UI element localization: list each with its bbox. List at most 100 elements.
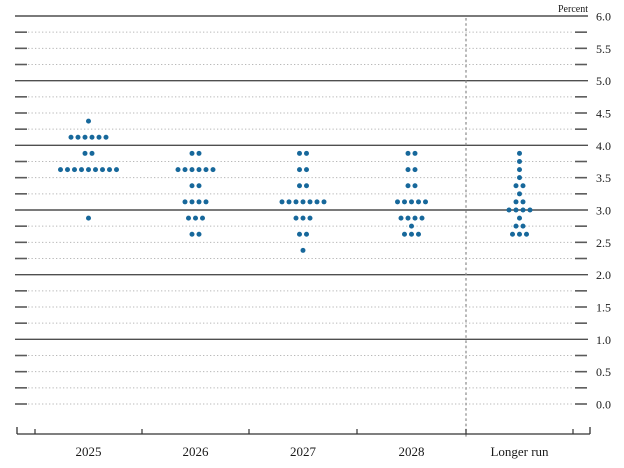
projection-dot: [405, 150, 411, 156]
projection-dot: [89, 134, 95, 140]
y-axis-tick-label: 2.0: [596, 268, 611, 282]
y-axis-tick-label: 0.0: [596, 398, 611, 412]
projection-dot: [293, 215, 299, 221]
projection-dot: [189, 167, 195, 173]
projection-dot: [86, 118, 91, 124]
projection-dot: [186, 215, 191, 221]
projection-dot: [405, 183, 411, 189]
projection-dot: [300, 199, 306, 205]
projection-dot: [89, 150, 95, 156]
projection-dot: [103, 134, 109, 140]
projection-dot: [304, 150, 309, 156]
projection-dot: [79, 167, 84, 173]
projection-dot: [96, 134, 102, 140]
projection-dot: [409, 223, 414, 229]
projection-dot: [510, 231, 515, 237]
projection-dot: [107, 167, 112, 173]
projection-dot: [409, 231, 414, 237]
projection-dot: [293, 199, 299, 205]
projection-dot: [304, 231, 309, 237]
projection-dot: [405, 215, 411, 221]
projection-dot: [82, 150, 88, 156]
projection-dot: [517, 167, 522, 173]
projection-dot: [520, 199, 526, 205]
projection-dot: [517, 159, 522, 164]
projection-dot: [297, 183, 302, 189]
projection-dot: [513, 207, 519, 213]
projection-dot: [300, 215, 306, 221]
projection-dot: [412, 167, 418, 173]
projection-dot: [300, 247, 306, 253]
projection-dot: [412, 215, 418, 221]
projection-dot: [412, 150, 418, 156]
projection-dot: [196, 183, 202, 189]
y-axis-tick-label: 0.5: [596, 365, 611, 379]
projection-dot: [416, 199, 421, 205]
unit-label: Percent: [558, 4, 588, 15]
projection-dot: [297, 150, 302, 156]
projection-dot: [286, 199, 292, 205]
projection-dot: [419, 215, 425, 221]
projection-dot: [86, 167, 91, 173]
y-axis-tick-label: 1.0: [596, 333, 611, 347]
y-axis-tick-label: 4.0: [596, 139, 611, 153]
projection-dot: [304, 183, 309, 189]
projection-dot: [412, 183, 418, 189]
projection-dot: [423, 199, 428, 205]
projection-dot: [196, 231, 202, 237]
projection-dot: [402, 199, 407, 205]
projection-dot: [203, 167, 209, 173]
projection-dot: [196, 199, 202, 205]
projection-dot: [203, 199, 209, 205]
projection-dot: [517, 231, 522, 237]
y-axis-tick-label: 3.0: [596, 204, 611, 218]
projection-dot: [100, 167, 105, 173]
projection-dot: [175, 167, 181, 173]
projection-dot: [405, 167, 411, 173]
projection-dot: [196, 150, 202, 156]
projection-dot: [196, 167, 202, 173]
projection-dot: [65, 167, 70, 173]
projection-dot: [189, 150, 195, 156]
projection-dot: [189, 231, 195, 237]
projection-dot: [314, 199, 320, 205]
projection-dot: [416, 231, 421, 237]
projection-dot: [279, 199, 285, 205]
y-axis-tick-label: 5.5: [596, 42, 611, 56]
projection-dot: [517, 150, 522, 156]
category-label: Longer run: [490, 444, 549, 459]
projection-dot: [58, 167, 63, 173]
projection-dot: [75, 134, 81, 140]
category-label: 2026: [183, 444, 210, 459]
projection-dot: [297, 231, 302, 237]
projection-dot: [210, 167, 216, 173]
projection-dot: [520, 207, 526, 213]
projection-dot: [520, 223, 526, 229]
y-axis-tick-label: 2.5: [596, 236, 611, 250]
projection-dot: [114, 167, 119, 173]
projection-dot: [506, 207, 512, 213]
category-label: 2027: [290, 444, 317, 459]
projection-dot: [200, 215, 205, 221]
y-axis-tick-label: 3.5: [596, 171, 611, 185]
projection-dot: [409, 199, 414, 205]
projection-dot: [321, 199, 327, 205]
y-axis-tick-label: 5.0: [596, 74, 611, 88]
projection-dot: [68, 134, 74, 140]
projection-dot: [182, 199, 188, 205]
projection-dot: [524, 231, 529, 237]
projection-dot: [193, 215, 198, 221]
projection-dot: [398, 215, 404, 221]
projection-dot: [82, 134, 88, 140]
projection-dot: [189, 199, 195, 205]
projection-dot: [307, 215, 313, 221]
projection-dot: [189, 183, 195, 189]
category-label: 2025: [76, 444, 102, 459]
y-axis-tick-label: 4.5: [596, 107, 611, 121]
projection-dot: [297, 167, 302, 173]
projection-dot: [72, 167, 77, 173]
projection-dot: [395, 199, 400, 205]
projection-dot: [517, 215, 522, 221]
